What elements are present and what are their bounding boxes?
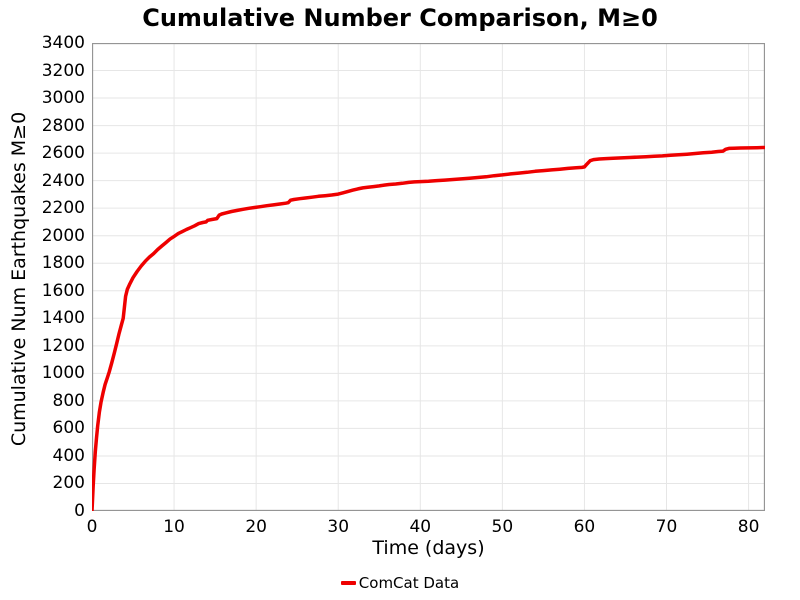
y-tick-label: 600 [52,418,85,439]
x-tick-label: 30 [327,517,350,537]
x-tick-label: 60 [573,517,596,537]
plot-canvas [92,43,765,511]
plot-border [92,43,765,511]
y-tick-label: 3000 [41,88,85,109]
y-tick-label: 2600 [41,143,85,164]
y-tick-label: 2400 [41,170,85,191]
legend-line-icon [340,581,356,585]
x-tick-label: 20 [245,517,267,537]
y-tick-label: 1600 [41,280,85,301]
y-tick-label: 800 [52,390,85,411]
y-tick-label: 2200 [41,198,85,219]
chart-title: Cumulative Number Comparison, M≥0 [142,4,658,32]
plot-area [92,43,765,511]
legend: ComCat Data [0,574,800,592]
y-axis-label: Cumulative Num Earthquakes M≥0 [8,111,30,447]
y-tick-label: 1200 [41,335,85,356]
y-tick-label: 400 [52,445,85,466]
legend-label: ComCat Data [358,574,460,592]
y-tick-label: 3400 [41,33,85,53]
x-tick-label: 50 [491,517,514,537]
y-tick-label: 2800 [41,115,85,136]
y-tick-label: 1000 [41,363,85,384]
x-tick-label: 0 [86,517,98,537]
x-tick-label: 10 [163,517,185,537]
y-tick-label: 2000 [41,225,85,246]
x-tick-label: 40 [409,517,432,537]
x-tick-label: 80 [737,517,760,537]
x-tick-label: 70 [655,517,678,537]
y-tick-label: 3200 [41,60,85,81]
y-tick-label: 1400 [41,308,85,329]
y-tick-label: 0 [74,501,85,521]
y-tick-label: 200 [52,473,85,494]
y-tick-label: 1800 [41,253,85,274]
series-line-comcat-data [92,145,765,511]
x-axis-label: Time (days) [372,537,485,559]
